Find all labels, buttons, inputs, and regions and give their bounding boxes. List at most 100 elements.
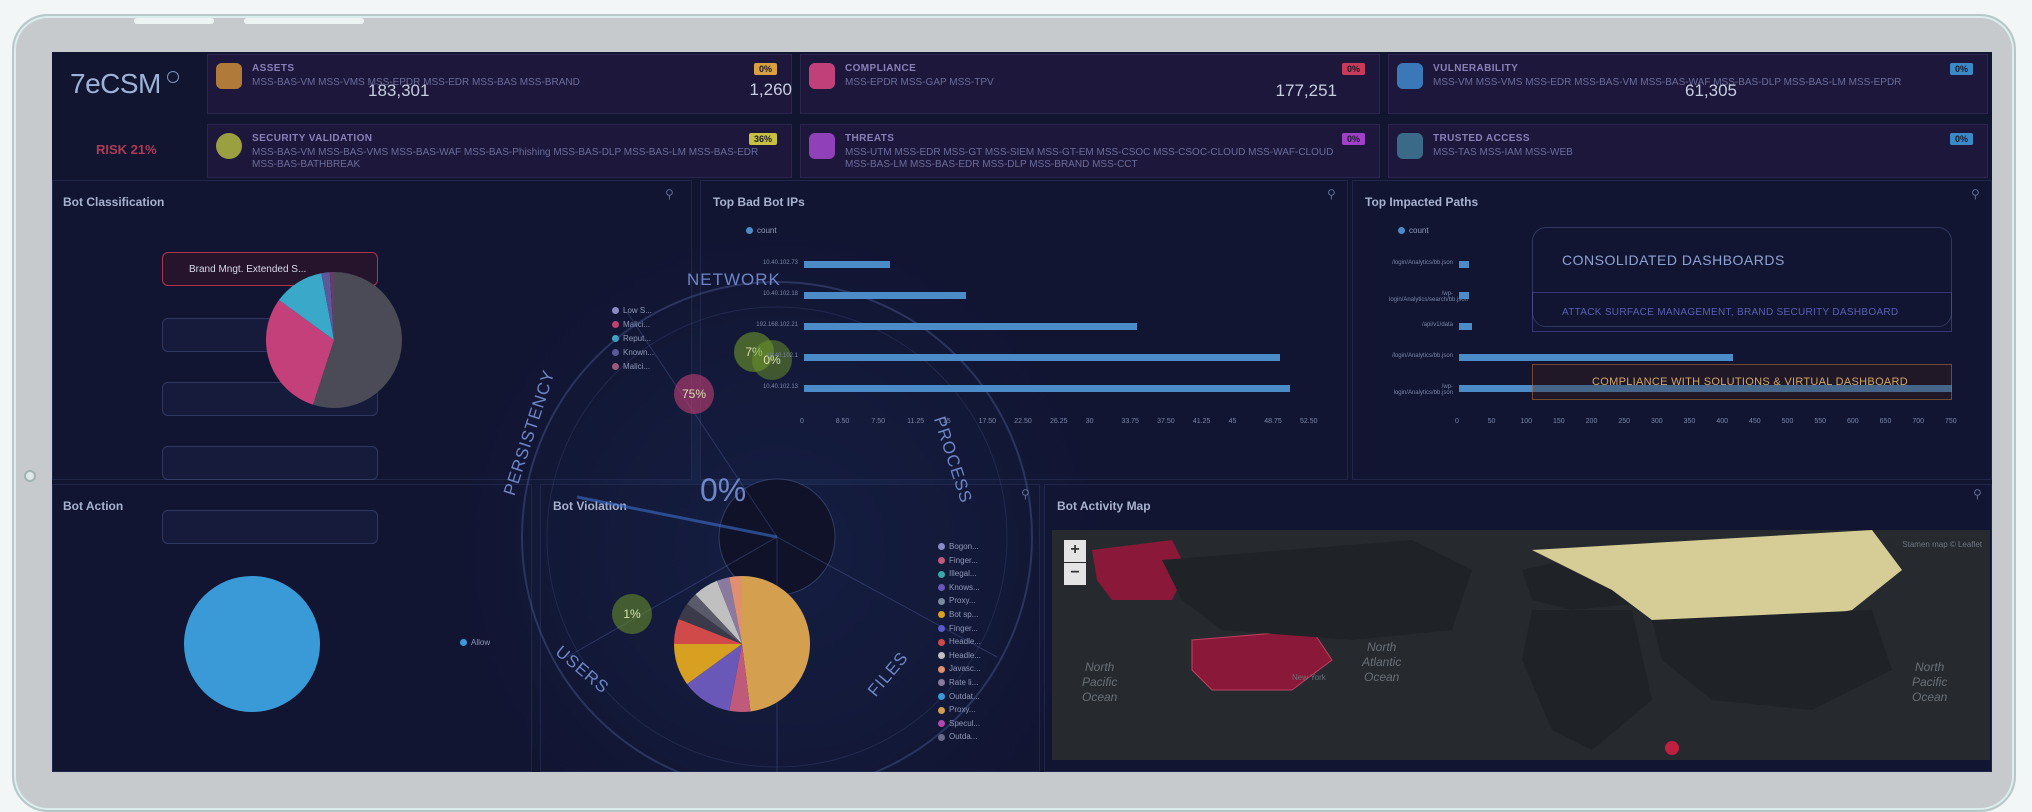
overlay-button[interactable] <box>162 446 378 480</box>
magnify-icon[interactable]: ⚲ <box>1971 187 1980 201</box>
legend-item[interactable]: Headle... <box>938 651 981 660</box>
magnify-icon[interactable]: ⚲ <box>665 187 674 201</box>
panel-top-bad-bot-ips: Top Bad Bot IPs ⚲ <box>700 180 1348 480</box>
legend-swatch <box>460 639 467 647</box>
axis-tick-label: 50 <box>1487 418 1496 425</box>
ring-label-network: NETWORK <box>687 270 781 289</box>
legend-label: Javasc... <box>949 664 981 674</box>
bot-activity-map[interactable]: North Pacific Ocean North Atlantic Ocean… <box>1052 530 1990 760</box>
panel-title: Top Bad Bot IPs <box>713 195 805 209</box>
legend-item[interactable]: Finger... <box>938 624 978 633</box>
bot-classification-slice[interactable] <box>321 272 334 340</box>
category-tile-security-validation[interactable]: SECURITY VALIDATION MSS-BAS-VM MSS-BAS-V… <box>207 124 792 178</box>
legend-label: Malici... <box>623 362 651 371</box>
bot-violation-slice[interactable] <box>729 576 742 644</box>
legend-item[interactable]: Reput... <box>612 334 651 343</box>
bot-violation-slice[interactable] <box>742 576 811 712</box>
axis-tick-label: 450 <box>1749 418 1761 425</box>
bar[interactable] <box>1459 323 1473 330</box>
bar[interactable] <box>1459 385 1953 392</box>
bar[interactable] <box>804 292 966 299</box>
bot-violation-slice[interactable] <box>695 580 742 644</box>
bot-violation-pie <box>674 576 811 712</box>
legend-item[interactable]: Headle... <box>938 637 981 646</box>
zoom-out-button[interactable]: − <box>1064 563 1086 585</box>
legend-label: Illegal... <box>949 569 977 579</box>
legend-item[interactable]: Bogon... <box>938 542 979 551</box>
metric-bubble[interactable]: 1% <box>612 594 652 634</box>
category-tile-vulnerability[interactable]: VULNERABILITY MSS-VM MSS-VMS MSS-EDR MSS… <box>1388 54 1988 114</box>
category-tile-threats[interactable]: THREATS MSS-UTM MSS-EDR MSS-GT MSS-SIEM … <box>800 124 1380 178</box>
category-title: SECURITY VALIDATION <box>252 133 373 144</box>
legend-swatch <box>938 638 945 646</box>
category-tile-compliance[interactable]: COMPLIANCE MSS-EPDR MSS-GAP MSS-TPV 177,… <box>800 54 1380 114</box>
category-tile-trusted-access[interactable]: TRUSTED ACCESS MSS-TAS MSS-IAM MSS-WEB 0… <box>1388 124 1988 178</box>
magnify-icon[interactable]: ⚲ <box>1021 487 1030 501</box>
legend-item[interactable]: Known... <box>612 348 654 357</box>
bar[interactable] <box>804 354 1281 361</box>
category-value: 1,260 <box>749 80 792 99</box>
consolidated-footer-frame[interactable] <box>1532 364 1952 400</box>
legend-item[interactable]: Rate li... <box>938 678 978 687</box>
legend-label: count <box>1409 226 1429 235</box>
legend-label: Finger... <box>949 623 978 633</box>
bar[interactable] <box>804 261 890 268</box>
legend-item[interactable]: Malici... <box>612 320 650 329</box>
magnify-icon[interactable]: ⚲ <box>1327 187 1336 201</box>
legend-label: Bogon... <box>949 542 979 551</box>
brand-name: 7eCSM <box>70 68 161 99</box>
map-marker[interactable] <box>1665 741 1679 755</box>
bot-classification-slice[interactable] <box>329 272 334 340</box>
bot-classification-slice[interactable] <box>278 273 334 340</box>
world-map <box>1092 530 1902 755</box>
legend-item[interactable]: Proxy... <box>938 596 976 605</box>
legend-item[interactable]: Specul... <box>938 719 980 728</box>
brand-logo[interactable]: 7eCSM <box>70 68 179 100</box>
bar[interactable] <box>1459 354 1734 361</box>
zoom-in-button[interactable]: + <box>1064 540 1086 562</box>
bot-violation-slice[interactable] <box>686 644 742 711</box>
bar[interactable] <box>1459 261 1469 268</box>
axis-tick-label: 0 <box>800 418 804 425</box>
legend-item[interactable]: Finger... <box>938 556 978 565</box>
overlay-button[interactable] <box>162 510 378 544</box>
ocean-label: North Atlantic Ocean <box>1362 640 1402 684</box>
legend-item[interactable]: Javasc... <box>938 664 981 673</box>
magnify-icon[interactable]: ⚲ <box>1973 487 1982 501</box>
map-label-ocean: North Pacific Ocean <box>1082 660 1117 705</box>
category-value: 183,301 <box>368 81 430 100</box>
legend-item[interactable]: Bot sp... <box>938 610 978 619</box>
consolidated-title: CONSOLIDATED DASHBOARDS <box>1562 252 1785 268</box>
bot-classification-slice[interactable] <box>266 300 334 405</box>
bar-category-label: /wp-login/Analytics/bb.json <box>1393 384 1453 396</box>
legend-item[interactable]: Knows... <box>938 583 980 592</box>
bot-violation-slice[interactable] <box>716 577 742 644</box>
bar[interactable] <box>1459 292 1469 299</box>
legend-item[interactable]: Malici... <box>612 362 650 371</box>
legend-item[interactable]: Outdat... <box>938 692 980 701</box>
axis-tick-label: 30 <box>1085 418 1094 425</box>
bar[interactable] <box>804 385 1290 392</box>
map-label-ocean: North Atlantic Ocean <box>1362 640 1401 685</box>
axis-tick-label: 26.25 <box>1050 418 1068 425</box>
bot-action-slice[interactable] <box>184 576 320 712</box>
legend-swatch <box>612 363 619 371</box>
bot-classification-slice[interactable] <box>312 272 402 408</box>
bot-violation-slice[interactable] <box>729 644 751 712</box>
metric-bubble[interactable]: 75% <box>674 374 714 414</box>
category-services: MSS-BAS-VM MSS-VMS MSS-EPDR MSS-EDR MSS-… <box>252 77 580 88</box>
bot-violation-slice[interactable] <box>678 604 742 644</box>
legend-item[interactable]: Outda... <box>938 732 977 741</box>
axis-tick-label: 150 <box>1553 418 1565 425</box>
legend-item[interactable]: Low S... <box>612 306 652 315</box>
bot-violation-slice[interactable] <box>686 594 742 644</box>
bar[interactable] <box>804 323 1138 330</box>
bot-violation-slice[interactable] <box>674 618 742 644</box>
legend-item[interactable]: Illegal... <box>938 569 977 578</box>
bot-violation-slice[interactable] <box>674 644 742 684</box>
category-tile-assets[interactable]: ASSETS MSS-BAS-VM MSS-VMS MSS-EPDR MSS-E… <box>207 54 792 114</box>
bar-category-label: /login/Analytics/bb.json <box>1391 260 1453 266</box>
impacted-paths-legend: count <box>1398 226 1429 235</box>
metric-bubble[interactable]: 0% <box>752 340 792 380</box>
legend-item[interactable]: Proxy... <box>938 705 976 714</box>
